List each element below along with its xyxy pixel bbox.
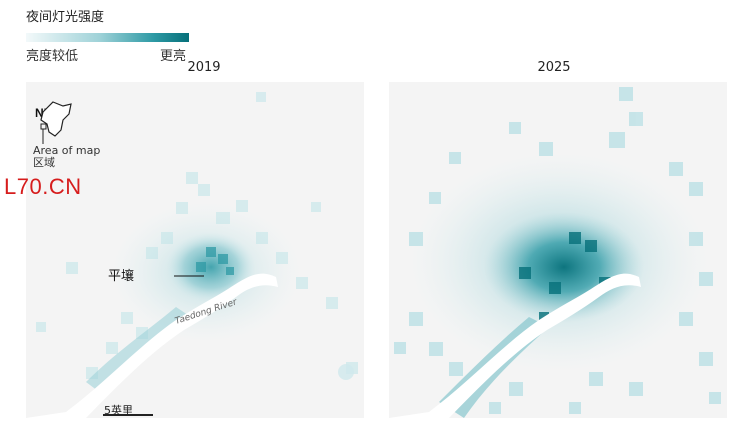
- country-inset-icon: [40, 101, 72, 144]
- watermark: L70.CN: [4, 174, 82, 199]
- map-panel-2019: Taedong River: [26, 82, 364, 418]
- map-panel-2025: [389, 82, 727, 418]
- legend-high-label: 更亮: [160, 49, 187, 64]
- area-of-map-label: Area of map 区域: [33, 144, 101, 169]
- scale-label: 5英里: [104, 404, 133, 417]
- light-glow-core: [166, 232, 256, 302]
- map-2019: Taedong River: [26, 82, 364, 418]
- scale-bar: [103, 414, 153, 416]
- legend-low-label: 亮度较低: [26, 49, 79, 64]
- taedong-river: [26, 273, 278, 418]
- city-label-pyongyang: 平壤: [108, 269, 135, 284]
- light-glow-core: [484, 212, 644, 322]
- panel-year-2025: 2025: [537, 60, 571, 75]
- legend-color-ramp: [26, 33, 189, 42]
- taedong-river: [389, 273, 641, 418]
- legend-title: 夜间灯光强度: [26, 10, 105, 25]
- panel-year-2019: 2019: [187, 60, 221, 75]
- map-2025: [389, 82, 727, 418]
- light-pixels-bright: [196, 247, 234, 275]
